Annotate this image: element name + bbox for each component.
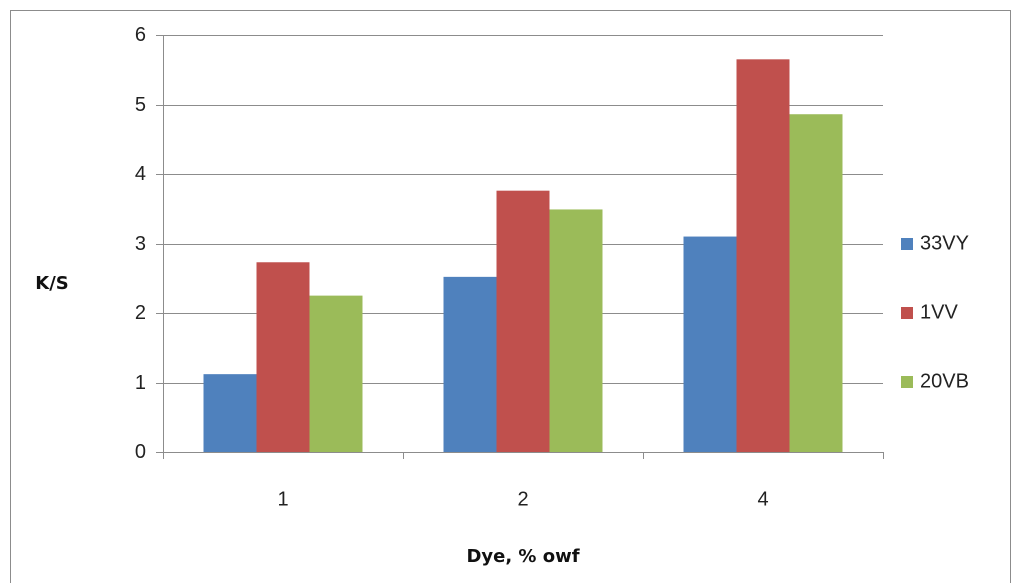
y-tick-label: 1 xyxy=(135,372,146,394)
x-tick-label: 4 xyxy=(757,488,768,510)
bar-20VB-1 xyxy=(309,295,363,452)
y-tick-label: 0 xyxy=(135,441,146,463)
legend-item-33VY: 33VY xyxy=(901,232,969,254)
axes: 0 1 2 3 4 5 6 1 2 4 xyxy=(135,24,884,510)
bar-1VV-1 xyxy=(256,262,310,452)
bar-20VB-4 xyxy=(789,114,843,452)
bar-33VY-2 xyxy=(443,276,497,452)
y-tick-label: 4 xyxy=(135,163,146,185)
legend: 33VY 1VV 20VB xyxy=(901,232,969,392)
bar-1VV-4 xyxy=(736,59,790,452)
x-tick-label: 2 xyxy=(517,488,528,510)
legend-item-20VB: 20VB xyxy=(901,370,969,392)
x-tick-label: 1 xyxy=(277,488,288,510)
legend-label: 1VV xyxy=(920,301,958,323)
legend-label: 20VB xyxy=(920,370,969,392)
bar-33VY-1 xyxy=(203,374,257,452)
bar-33VY-4 xyxy=(683,236,737,452)
y-tick-label: 5 xyxy=(135,94,146,116)
y-tick-label: 6 xyxy=(135,24,146,46)
y-axis-title: K/S xyxy=(35,273,69,294)
legend-label: 33VY xyxy=(920,232,969,254)
x-axis-title: Dye, % owf xyxy=(466,546,579,567)
legend-swatch xyxy=(901,238,913,250)
y-tick-label: 3 xyxy=(135,233,146,255)
bar-20VB-2 xyxy=(549,209,603,452)
legend-item-1VV: 1VV xyxy=(901,301,958,323)
legend-swatch xyxy=(901,307,913,319)
legend-swatch xyxy=(901,376,913,388)
bar-1VV-2 xyxy=(496,190,550,452)
y-tick-label: 2 xyxy=(135,302,146,324)
bars xyxy=(203,59,843,452)
